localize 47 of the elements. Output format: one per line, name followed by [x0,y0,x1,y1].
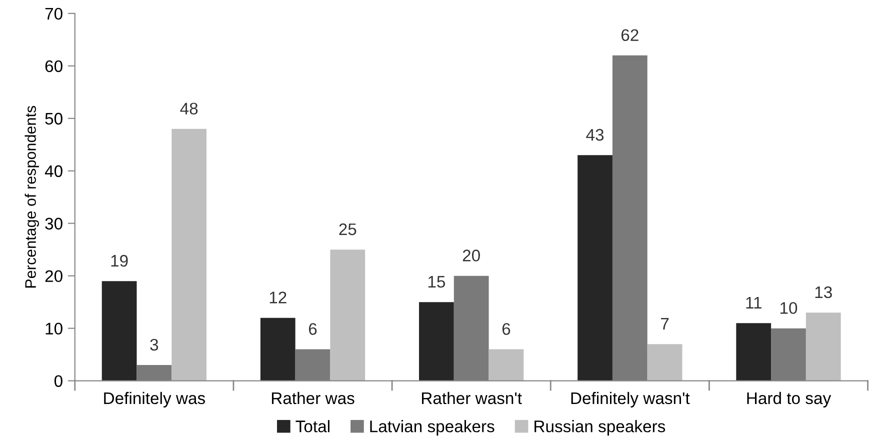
y-tick-label: 70 [45,8,62,20]
data-label: 11 [746,297,762,309]
data-label: 10 [780,302,798,314]
x-tick-label: Definitely wasn't [571,392,690,408]
bar [295,349,330,381]
data-label: 48 [180,102,198,114]
data-label: 15 [428,276,446,288]
bar [419,302,454,381]
bar [260,318,296,381]
data-label: 7 [661,318,669,330]
data-label: 43 [586,128,604,141]
bar [102,281,137,381]
y-tick-label: 0 [54,375,62,388]
bar [330,250,366,381]
bar [771,328,806,381]
bar [736,323,772,381]
x-tick-label: Hard to say [747,392,832,408]
bar [612,55,648,381]
data-label: 6 [502,323,510,335]
y-tick-label: 20 [45,270,62,282]
y-tick-label: 10 [46,322,62,335]
legend-label: Russian speakers [534,420,666,436]
bar [172,128,207,381]
data-label: 3 [150,338,158,351]
data-label: 25 [339,223,356,236]
bar [578,155,612,381]
y-tick-label: 30 [45,218,62,230]
x-tick-label: Definitely was [104,392,205,408]
x-tick-label: Rather wasn't [422,392,522,404]
y-tick-label: 50 [45,112,62,125]
data-label: 20 [462,250,480,262]
legend-label: Total [296,420,330,432]
y-tick-label: 40 [44,165,62,178]
bar [488,349,524,381]
data-label: 13 [815,286,832,298]
y-tick-label: 60 [45,60,62,72]
bar [647,344,682,381]
data-label: 12 [270,292,286,304]
y-axis-title: Percentage of respondents [24,106,39,288]
bar [454,276,489,381]
data-label: 6 [308,323,317,335]
x-tick-label: Rather was [272,392,354,404]
bar [806,312,841,381]
data-label: 62 [621,29,638,42]
data-label: 19 [111,254,128,267]
bar [136,365,172,381]
legend-label: Latvian speakers [370,420,494,436]
